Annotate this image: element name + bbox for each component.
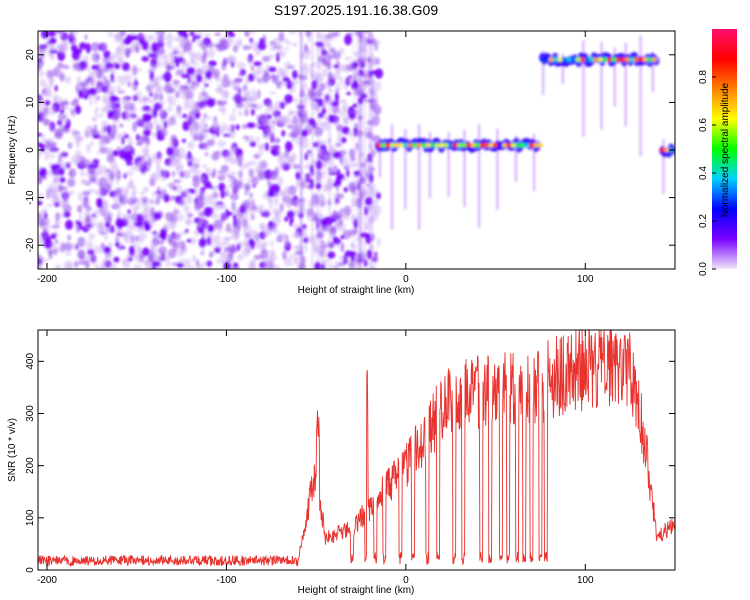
colorbar-ticks: 0.0 0.2 0.4 0.6 0.8: [698, 70, 716, 276]
snr-xtick-label: 0: [403, 575, 409, 586]
snr-panel: -200 -100 0 100 0 100 200 300 400 Height of stra…: [7, 329, 676, 596]
spectrogram-xtick-label: -100: [216, 274, 236, 285]
spectrogram-frame: [37, 30, 676, 270]
colorbar-label: Normalized spectral amplitude: [720, 82, 731, 217]
spectrogram-ylabel: Frequency (Hz): [7, 116, 18, 185]
snr-ytick-label: 200: [25, 457, 36, 474]
spectrogram-xlabel: Height of straight line (km): [298, 285, 415, 296]
snr-ytick-label: 0: [25, 567, 36, 573]
spectrogram-ytick-label: 20: [25, 49, 36, 61]
colorbar: 0.0 0.2 0.4 0.6 0.8 Normalized spectral ampl…: [698, 29, 737, 276]
snr-xtick-label: -200: [37, 575, 57, 586]
snr-xlabel: Height of straight line (km): [298, 585, 415, 596]
spectrogram-heat: [38, 31, 675, 269]
colorbar-bar: [712, 29, 737, 269]
snr-line: [38, 330, 675, 568]
spectrogram-xtick-label: 0: [403, 274, 409, 285]
snr-ylabel: SNR (10 * v/v): [7, 418, 18, 482]
spectrogram-ytick-label: -20: [25, 238, 36, 253]
spectrogram-xtick-label: -200: [37, 274, 57, 285]
colorbar-tick-label: 0.4: [698, 166, 709, 180]
snr-ytick-label: 400: [25, 353, 36, 370]
snr-ticks: -200 -100 0 100 0 100 200 300 400: [25, 330, 675, 586]
spectrogram-ytick-label: 10: [25, 96, 36, 108]
snr-series: [38, 330, 675, 568]
colorbar-tick-label: 0.6: [698, 118, 709, 132]
snr-frame: [37, 329, 676, 571]
snr-ytick-label: 100: [25, 509, 36, 526]
snr-ytick-label: 300: [25, 405, 36, 422]
snr-xtick-label: 100: [577, 575, 594, 586]
spectrogram-ytick-label: -10: [25, 190, 36, 205]
colorbar-tick-label: 0.2: [698, 214, 709, 228]
colorbar-tick-label: 0.8: [698, 70, 709, 84]
figure-title: S197.2025.191.16.38.G09: [274, 2, 438, 18]
snr-xtick-label: -100: [216, 575, 236, 586]
colorbar-tick-label: 0.0: [698, 262, 709, 276]
spectrogram-ytick-label: 0: [25, 147, 36, 153]
spectrogram-xtick-label: 100: [577, 274, 594, 285]
